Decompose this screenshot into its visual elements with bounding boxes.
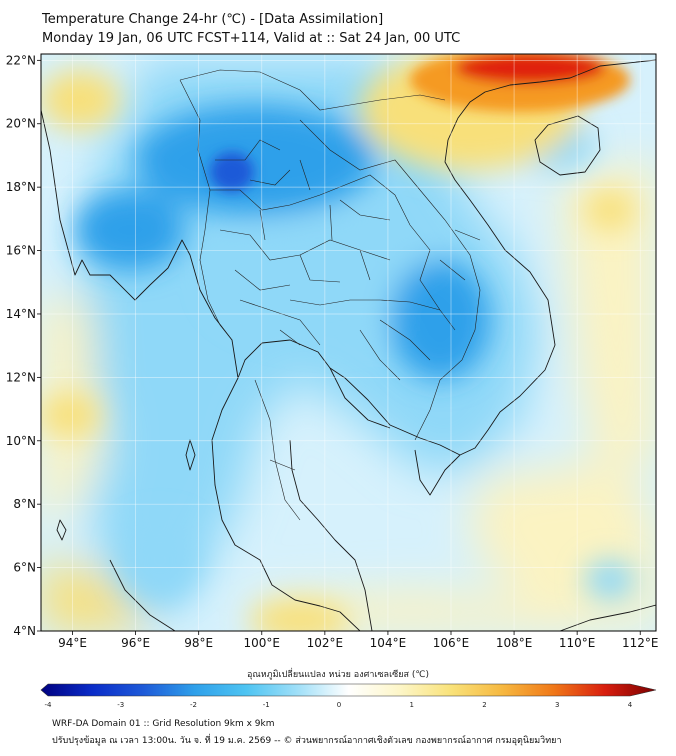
warm-core-south: [250, 600, 350, 631]
field-layer: [41, 54, 656, 631]
graticule: [41, 54, 656, 631]
lon-tick-label: 110°E: [559, 636, 596, 650]
colorbar-gradient: [40, 683, 657, 697]
cool-core-southeast-sea: [585, 560, 635, 600]
province-lines-2: [215, 139, 391, 221]
lon-tick-label: 100°E: [244, 636, 281, 650]
lat-tick-label: 18°N: [6, 180, 36, 194]
province-lines-3: [239, 299, 321, 521]
longitude-axis: 94°E 96°E 98°E 100°E 102°E 104°E 106°E 108°E 110…: [58, 631, 658, 650]
chart-subtitle: Monday 19 Jan, 06 UTC FCST+114, Valid at…: [42, 31, 461, 46]
lon-tick-label: 98°E: [184, 636, 213, 650]
footer-resolution: WRF-DA Domain 01 :: Grid Resolution 9km …: [52, 719, 275, 729]
province-lines-4: [359, 229, 481, 381]
lat-tick-label: 20°N: [6, 117, 36, 131]
latitude-axis: 22°N 20°N 18°N 16°N 14°N 12°N 10°N 8°N 6°N 4°N: [6, 53, 41, 638]
map-frame: [40, 53, 657, 632]
chart-title: Temperature Change 24-hr (℃) - [Data Ass…: [42, 12, 384, 27]
coastlines: [41, 59, 656, 631]
colorbar-label: อุณหภูมิเปลี่ยนแปลง หน่วย องศาเซลเซียส (…: [246, 670, 430, 680]
lat-tick-label: 12°N: [6, 370, 36, 384]
border-myanmar-thailand: [179, 79, 233, 341]
coastline-mainland: [41, 109, 361, 631]
lon-tick-label: 108°E: [496, 636, 533, 650]
coastline-peninsula-east: [289, 439, 373, 631]
colorbar-tick-label: 1: [410, 701, 414, 709]
cold-maximum: [210, 152, 254, 192]
warm-anomaly-southwest: [41, 560, 150, 631]
warm-core-east-small: [585, 190, 635, 230]
border-thailand-cambodia: [289, 299, 441, 311]
colorbar-tick-label: 2: [482, 701, 486, 709]
warm-anomaly-east: [560, 160, 656, 480]
cool-core-west: [75, 190, 185, 270]
warm-core-sw-small: [41, 393, 100, 437]
lon-tick-label: 94°E: [58, 636, 87, 650]
footer-credit: ปรับปรุงข้อมูล ณ เวลา 13:00น. วัน จ. ที่…: [52, 736, 562, 746]
sumatra-coast: [109, 559, 176, 631]
admin-boundaries: [179, 69, 481, 521]
lon-tick-label: 104°E: [370, 636, 407, 650]
island-nicobar: [56, 519, 67, 541]
lat-tick-label: 14°N: [6, 307, 36, 321]
lon-tick-label: 102°E: [307, 636, 344, 650]
colorbar-tick-label: 0: [337, 701, 341, 709]
colorbar-tick-label: 3: [555, 701, 559, 709]
province-lines-1: [219, 204, 391, 291]
island-andaman: [185, 439, 196, 471]
lat-tick-label: 8°N: [13, 497, 36, 511]
vietnam-south-tip: [414, 449, 461, 496]
hainan-island: [534, 115, 601, 176]
lat-tick-label: 6°N: [13, 561, 36, 575]
lat-tick-label: 16°N: [6, 244, 36, 258]
colorbar-ticks: -4 -3 -2 -1 0 1 2 3 4: [45, 701, 633, 709]
lat-tick-label: 22°N: [6, 53, 36, 67]
warm-core-nw: [41, 70, 120, 130]
colorbar-tick-label: 4: [628, 701, 633, 709]
warm-maximum: [455, 54, 605, 84]
colorbar-tick-label: -4: [45, 701, 53, 709]
anomaly-extremes: [210, 54, 630, 192]
colorbar-tick-label: -3: [117, 701, 124, 709]
lon-tick-label: 106°E: [433, 636, 470, 650]
lat-tick-label: 10°N: [6, 434, 36, 448]
colorbar-tick-label: -1: [263, 701, 270, 709]
cool-core-south-sea: [120, 520, 200, 600]
colorbar: -4 -3 -2 -1 0 1 2 3 4: [40, 683, 657, 709]
coastline-cambodia-south: [329, 367, 391, 429]
coastline-gulf: [237, 59, 656, 456]
border-laos-vietnam: [299, 119, 481, 441]
borneo-coast: [559, 604, 656, 631]
cool-core-east: [390, 260, 490, 380]
lon-tick-label: 112°E: [622, 636, 659, 650]
cool-core-north: [135, 105, 375, 215]
colorbar-tick-label: -2: [190, 701, 197, 709]
lon-tick-label: 96°E: [121, 636, 150, 650]
border-china-south: [179, 69, 446, 111]
lat-tick-label: 4°N: [13, 624, 36, 638]
